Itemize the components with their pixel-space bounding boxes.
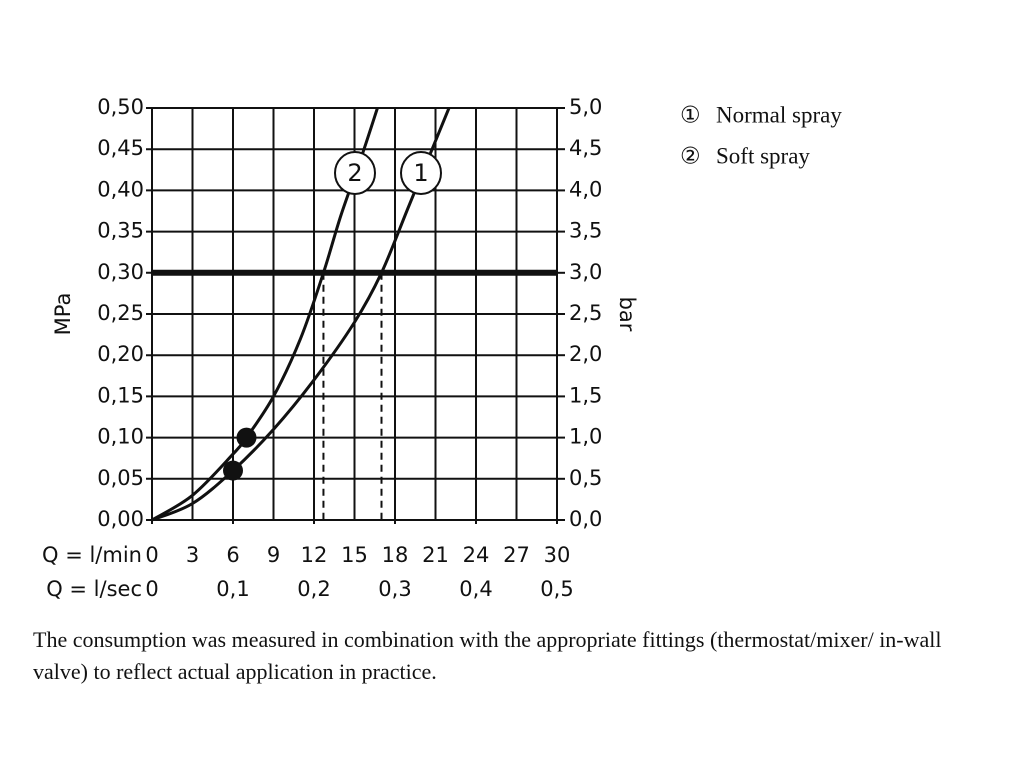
legend-label: Normal spray <box>716 102 842 127</box>
x-tick-label: 9 <box>267 543 280 567</box>
x2-tick-label: 0,1 <box>216 577 249 601</box>
x2-tick-label: 0,5 <box>540 577 573 601</box>
point <box>236 427 257 448</box>
x-tick-label: 6 <box>226 543 239 567</box>
x2-tick-label: 0,2 <box>297 577 330 601</box>
curve-label: 2 <box>347 159 362 187</box>
y-tick-label: 0,00 <box>97 507 144 531</box>
y2-tick-label: 1,0 <box>569 425 602 449</box>
y2-tick-label: 4,5 <box>569 136 602 160</box>
y-tick-label: 0,50 <box>97 95 144 119</box>
x-tick-label: 0 <box>145 543 158 567</box>
y2-tick-label: 0,0 <box>569 507 602 531</box>
y-tick-label: 0,30 <box>97 260 144 284</box>
x2-tick-label: 0,4 <box>459 577 492 601</box>
y-tick-label: 0,40 <box>97 177 144 201</box>
y-tick-label: 0,20 <box>97 342 144 366</box>
y2-tick-label: 0,5 <box>569 466 602 490</box>
x2-tick-label: 0 <box>145 577 158 601</box>
y-tick-label: 0,35 <box>97 219 144 243</box>
y2-tick-label: 5,0 <box>569 95 602 119</box>
y2-axis-label: bar <box>615 297 639 332</box>
x-axis-label: Q = l/min <box>42 543 142 567</box>
y-axis-label: MPa <box>51 293 75 336</box>
legend-label: Soft spray <box>716 143 810 168</box>
x2-tick-label: 0,3 <box>378 577 411 601</box>
x-tick-label: 24 <box>463 543 490 567</box>
x-tick-label: 30 <box>544 543 571 567</box>
point <box>223 460 243 481</box>
y-tick-label: 0,05 <box>97 466 144 490</box>
x-tick-label: 15 <box>341 543 368 567</box>
y2-tick-label: 2,5 <box>569 301 602 325</box>
y-tick-label: 0,10 <box>97 425 144 449</box>
curve-label-circle <box>334 151 376 195</box>
x-tick-label: 12 <box>301 543 328 567</box>
x-tick-label: 27 <box>503 543 530 567</box>
y2-tick-label: 3,5 <box>569 219 602 243</box>
legend-symbol: ② <box>680 143 701 168</box>
legend-symbol: ① <box>680 102 701 127</box>
caption: The consumption was measured in combinat… <box>33 627 942 684</box>
y2-tick-label: 2,0 <box>569 342 602 366</box>
x-tick-label: 3 <box>186 543 199 567</box>
x-tick-label: 18 <box>382 543 409 567</box>
x2-axis-label: Q = l/sec <box>46 577 142 601</box>
y2-tick-label: 4,0 <box>569 177 602 201</box>
curve-label: 1 <box>413 159 428 187</box>
x-tick-label: 21 <box>422 543 449 567</box>
y-tick-label: 0,25 <box>97 301 144 325</box>
y-tick-label: 0,45 <box>97 136 144 160</box>
curve-label-circle <box>400 151 442 195</box>
y2-tick-label: 1,5 <box>569 383 602 407</box>
y2-tick-label: 3,0 <box>569 260 602 284</box>
y-tick-label: 0,15 <box>97 383 144 407</box>
